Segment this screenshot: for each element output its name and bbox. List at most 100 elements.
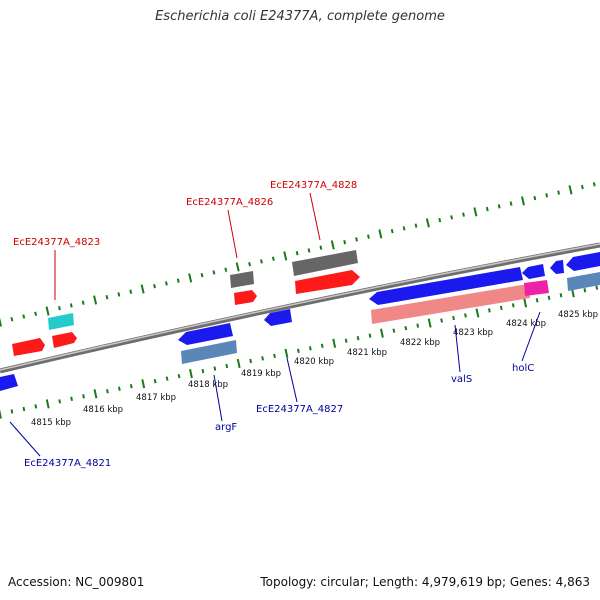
inner-tick: [308, 346, 312, 351]
gene-labels: EcE24377A_4823 EcE24377A_4826 EcE24377A_48…: [9, 180, 541, 469]
scale-tick-label: 4824 kbp: [506, 319, 546, 329]
inner-tick: [344, 338, 348, 343]
gene-leader-line: [227, 209, 238, 259]
scale-tick-label: 4815 kbp: [31, 418, 71, 428]
outer-tick: [248, 262, 252, 267]
gene-reverse-pink[interactable]: [371, 284, 530, 324]
inner-tick: [34, 404, 38, 409]
outer-tick: [58, 306, 61, 311]
gene-label[interactable]: EcE24377A_4826: [186, 197, 273, 208]
gene-reverse[interactable]: [522, 264, 545, 279]
outer-tick: [592, 182, 596, 187]
inner-tick: [58, 399, 62, 404]
inner-tick: [475, 308, 480, 318]
inner-tick: [261, 356, 264, 361]
outer-tick: [520, 196, 525, 206]
scale-tick-label: 4822 kbp: [400, 338, 440, 348]
gene-forward-cyan[interactable]: [48, 313, 74, 330]
inner-tick-track: [0, 285, 599, 419]
inner-tick: [189, 368, 193, 379]
gene-reverse[interactable]: [178, 323, 233, 345]
gene-label[interactable]: holC: [512, 363, 534, 374]
inner-tick: [404, 325, 408, 331]
inner-tick: [464, 313, 467, 318]
outer-tick: [45, 306, 50, 316]
outer-tick: [140, 284, 145, 294]
inner-tick: [225, 363, 229, 369]
gene-forward[interactable]: [295, 270, 360, 294]
outer-tick: [545, 193, 549, 198]
outer-tick: [378, 229, 383, 239]
gene-forward-dark[interactable]: [230, 271, 254, 288]
genome-backbone-highlight: [0, 243, 600, 371]
outer-tick: [330, 240, 335, 250]
outer-tick: [485, 206, 489, 212]
scale-tick-label: 4818 kbp: [188, 380, 228, 390]
inner-tick: [487, 308, 491, 313]
inner-tick: [45, 399, 50, 409]
inner-tick: [141, 379, 146, 389]
outer-tick: [81, 300, 85, 305]
outer-tick: [93, 295, 98, 305]
gene-leader-line: [213, 374, 223, 422]
outer-tick: [260, 259, 263, 264]
gene-label[interactable]: argF: [215, 422, 237, 433]
outer-tick: [438, 217, 442, 223]
inner-tick: [547, 295, 551, 300]
inner-tick: [499, 305, 503, 311]
gene-reverse-magenta[interactable]: [524, 280, 549, 296]
gene-reverse[interactable]: [566, 252, 600, 271]
outer-tick: [117, 292, 121, 297]
gene-reverse-steel[interactable]: [181, 340, 237, 364]
gene-reverse-steel[interactable]: [567, 272, 600, 291]
gene-label[interactable]: EcE24377A_4827: [256, 404, 343, 415]
outer-tick: [224, 267, 228, 272]
gene-label[interactable]: EcE24377A_4823: [13, 237, 100, 248]
outer-tick: [557, 190, 561, 195]
outer-tick: [402, 226, 406, 231]
gene-forward[interactable]: [52, 332, 77, 348]
outer-tick: [295, 250, 299, 256]
outer-tick: [343, 239, 347, 245]
gene-leader-line: [454, 324, 461, 373]
outer-tick: [367, 234, 370, 239]
inner-tick: [440, 318, 444, 323]
scale-tick-label: 4816 kbp: [83, 405, 123, 415]
outer-tick: [283, 251, 288, 261]
accession-text: Accession: NC_009801: [8, 575, 145, 589]
inner-tick: [236, 358, 241, 369]
outer-tick: [0, 317, 2, 327]
scale-tick-label: 4821 kbp: [347, 348, 387, 358]
gene-reverse[interactable]: [369, 267, 523, 305]
inner-tick: [511, 303, 515, 308]
gene-forward-dark[interactable]: [292, 250, 358, 276]
gene-forward[interactable]: [12, 338, 45, 356]
inner-tick: [356, 336, 360, 341]
inner-tick: [165, 376, 169, 381]
inner-tick: [10, 409, 14, 414]
outer-tick: [212, 270, 216, 275]
outer-tick: [34, 311, 38, 316]
inner-tick: [273, 353, 276, 359]
outer-tick: [462, 212, 465, 217]
gene-forward[interactable]: [234, 290, 257, 305]
outer-tick: [69, 303, 73, 308]
inner-tick: [117, 386, 121, 391]
outer-tick: [450, 215, 454, 220]
outer-tick: [568, 185, 573, 195]
inner-tick: [535, 298, 539, 303]
scale-tick-label: 4820 kbp: [294, 357, 334, 367]
inner-tick: [153, 378, 157, 384]
gene-label[interactable]: EcE24377A_4828: [270, 180, 357, 191]
inner-tick: [368, 333, 372, 338]
gene-label[interactable]: valS: [451, 374, 472, 385]
gene-reverse[interactable]: [264, 309, 292, 326]
outer-tick: [153, 284, 156, 289]
outer-tick: [129, 289, 133, 294]
gene-label[interactable]: EcE24377A_4821: [24, 458, 111, 469]
gene-reverse[interactable]: [0, 374, 18, 391]
outer-tick: [10, 317, 14, 322]
gene-features: [0, 250, 600, 391]
gene-reverse[interactable]: [550, 260, 564, 274]
